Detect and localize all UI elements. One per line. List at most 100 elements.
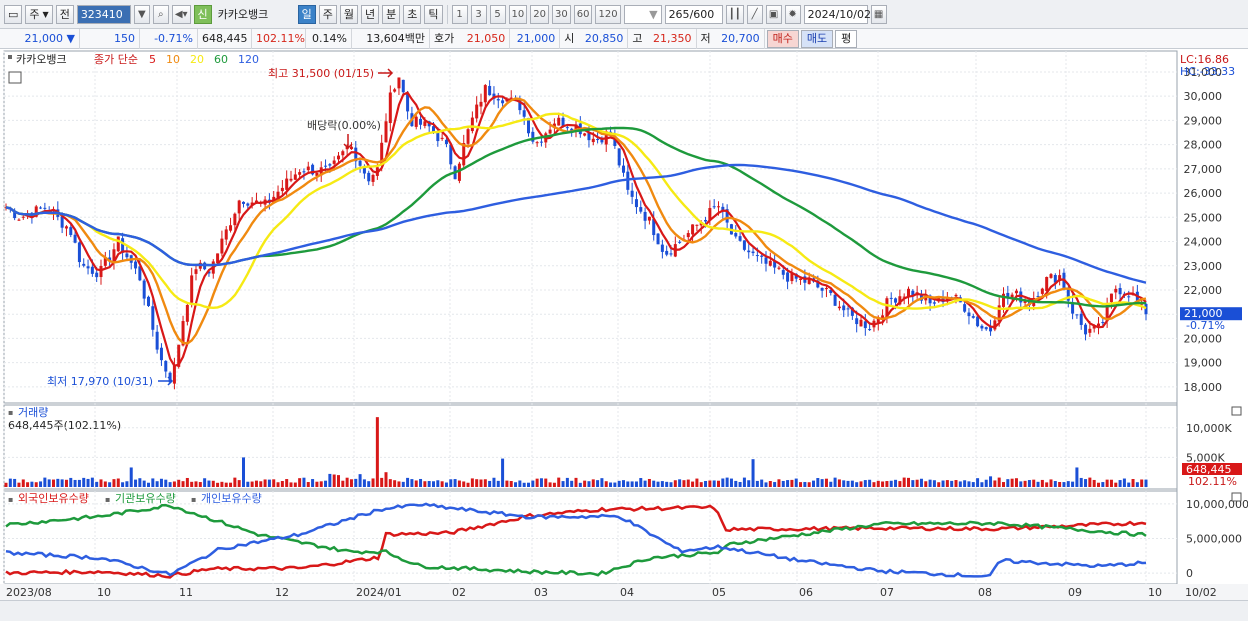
candle-body (527, 117, 530, 134)
volume-bar (203, 478, 207, 487)
volume-bar (686, 479, 690, 487)
candle-body (1101, 322, 1105, 324)
candle-type-icon[interactable]: ┃┃ (725, 4, 744, 24)
candle-body (164, 360, 168, 372)
tab-week[interactable]: 주 (318, 4, 337, 24)
volume-bar (850, 480, 854, 487)
candle-body (509, 97, 513, 99)
sell-button[interactable]: 매도 (800, 29, 834, 48)
volume-bar (837, 479, 841, 487)
window-menu-icon[interactable]: ▭ (4, 4, 23, 24)
volume-bar (725, 477, 729, 487)
interval-20[interactable]: 20 (530, 4, 549, 24)
bottom-scrollbar[interactable] (0, 600, 1248, 621)
volume-bar (453, 479, 457, 487)
candle-body (561, 117, 565, 127)
candle-body (444, 139, 448, 145)
tab-second[interactable]: 초 (403, 4, 422, 24)
candle-body (976, 316, 980, 327)
candle-body (457, 163, 461, 181)
prev-button[interactable]: 전 (55, 4, 74, 24)
stock-dropdown-button[interactable]: ▼ (133, 4, 150, 24)
tab-year[interactable]: 년 (361, 4, 380, 24)
candle-body (1010, 294, 1014, 298)
volume-bar (673, 480, 677, 487)
period-unit-select[interactable]: 주 ▼ (25, 4, 53, 24)
table-icon (8, 71, 22, 84)
volume-bar (1131, 479, 1135, 487)
candle-body (1144, 303, 1148, 315)
volume-bar (518, 480, 522, 487)
calendar-icon[interactable]: ▦ (870, 4, 887, 24)
date-input[interactable]: 2024/10/02 (803, 4, 871, 24)
stock-code-input[interactable]: 323410 (76, 4, 131, 24)
interval-3[interactable]: 3 (470, 4, 487, 24)
candle-body (475, 104, 479, 119)
candle-body (984, 327, 988, 330)
volume-bar (501, 458, 505, 487)
volume-bar (1135, 482, 1139, 487)
volume-bar (267, 479, 271, 487)
dividend-annotation: 배당락(0.00%) (307, 119, 381, 132)
speaker-icon[interactable]: ◀▾ (171, 4, 191, 24)
tab-minute[interactable]: 분 (382, 4, 401, 24)
price-tick-label: 23,000 (1184, 260, 1223, 273)
candle-body (721, 206, 725, 211)
candle-body (954, 294, 958, 297)
search-icon[interactable]: ⌕ (152, 4, 169, 24)
buy-button[interactable]: 매수 (766, 29, 799, 48)
bid-label: 호가 (434, 31, 455, 45)
candle-body (432, 126, 435, 133)
volume-bar (82, 477, 86, 487)
candle-body (1019, 291, 1023, 303)
tab-month[interactable]: 월 (339, 4, 359, 24)
count-input[interactable]: 265/600 (664, 4, 723, 24)
volume-bar (444, 482, 448, 487)
volume-bar (1040, 479, 1044, 487)
average-button[interactable]: 평 (835, 29, 858, 48)
volume-bar (578, 482, 582, 487)
interval-1[interactable]: 1 (451, 4, 468, 24)
lc-label: LC:16.86 (1180, 53, 1229, 66)
interval-30[interactable]: 30 (552, 4, 571, 24)
tab-tick[interactable]: 틱 (424, 4, 443, 24)
candle-body (332, 160, 336, 164)
interval-60[interactable]: 60 (573, 4, 593, 24)
volume-bar (155, 481, 159, 487)
volume-bar (492, 477, 496, 487)
volume-bar (548, 482, 552, 487)
volume-bar (622, 480, 625, 487)
interval-custom-select[interactable]: ▼ (623, 4, 662, 24)
volume-bar (941, 480, 945, 487)
candle-body (99, 265, 103, 278)
volume-bar (198, 482, 202, 487)
x-axis-label: 2023/08 (6, 586, 52, 599)
volume-bar (695, 478, 699, 487)
interval-120[interactable]: 120 (595, 4, 621, 24)
volume-tick-label: 5,000K (1186, 451, 1225, 464)
volume-bar (1109, 479, 1113, 487)
volume-bar (734, 480, 738, 487)
price-tick-label: 22,000 (1184, 284, 1223, 297)
candle-body (570, 128, 574, 131)
volume-bar (1023, 480, 1027, 487)
candle-body (859, 319, 863, 327)
interval-5[interactable]: 5 (489, 4, 506, 24)
candle-body (401, 79, 405, 93)
tab-day[interactable]: 일 (297, 4, 316, 24)
volume-bar (367, 481, 371, 487)
volume-bar (34, 482, 38, 487)
volume-bar (354, 478, 358, 487)
save-icon[interactable]: ▣ (765, 4, 782, 24)
volume-bars-group (4, 417, 1148, 487)
legend-stock-name: 카카오뱅크 (16, 53, 67, 66)
volume-bar (190, 481, 194, 487)
candle-body (963, 304, 967, 312)
gear-icon[interactable]: ✹ (784, 4, 801, 24)
x-axis-band (0, 584, 1248, 600)
interval-10[interactable]: 10 (508, 4, 528, 24)
draw-tool-icon[interactable]: ╱ (746, 4, 763, 24)
candle-body (384, 121, 388, 143)
volume-bar (816, 478, 820, 487)
